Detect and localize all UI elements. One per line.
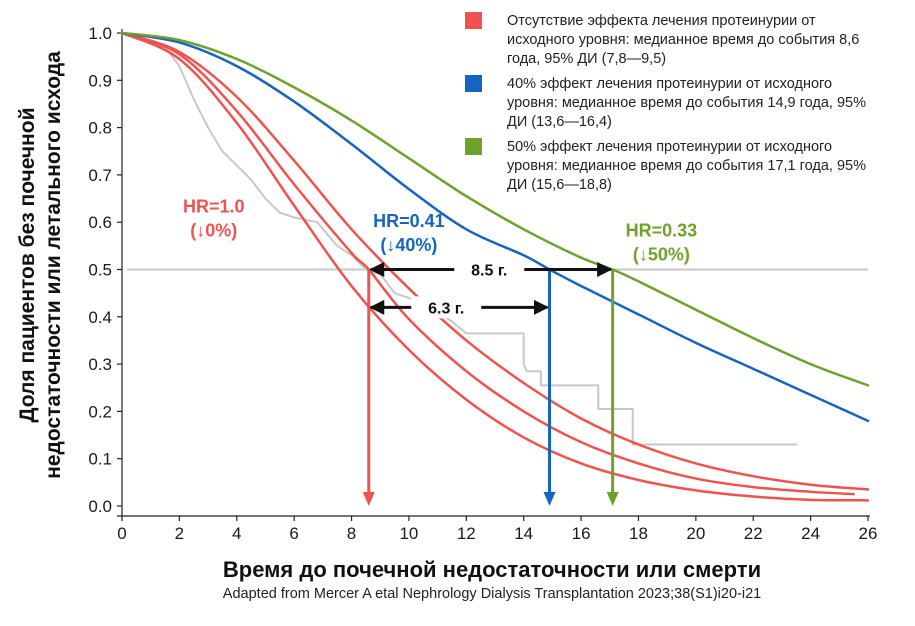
hr-label-2: HR=0.33	[626, 220, 698, 240]
legend-text-1-2: ДИ (13,6—16,4)	[507, 114, 612, 130]
series-line-5	[120, 31, 870, 387]
x-axis-title: Время до почечной недостаточности или см…	[223, 557, 761, 582]
x-tick-label: 4	[232, 524, 241, 543]
series-line-3	[120, 31, 870, 502]
x-tick-label: 8	[347, 524, 356, 543]
hr-reduction-label-0: (↓0%)	[190, 221, 237, 241]
median-markers	[362, 269, 619, 506]
x-tick-label: 24	[801, 524, 820, 543]
legend-text-2-2: ДИ (15,6—18,8)	[507, 177, 612, 193]
y-tick-label: 0.5	[88, 261, 112, 280]
y-tick-label: 0.3	[88, 355, 112, 374]
hr-label-0: HR=1.0	[183, 197, 245, 217]
y-axis-title: Доля пациентов без почечной недостаточно…	[16, 51, 65, 479]
y-axis-title-line-1: Доля пациентов без почечной	[16, 108, 39, 423]
x-tick-label: 0	[117, 524, 126, 543]
axes: 0.00.10.20.30.40.50.60.70.80.91.00 2 4 6 8 10…	[88, 24, 877, 543]
annotations: 8.5 г. 6.3 г. HR=1.0 (↓0%) HR=0.41 (↓40%) HR=0…	[183, 197, 697, 319]
x-tick-label: 16	[572, 524, 591, 543]
y-tick-label: 0.9	[88, 71, 112, 90]
y-tick-label: 0.4	[88, 308, 112, 327]
y-tick-label: 0.2	[88, 402, 112, 421]
legend-text-1-0: 40% эффект лечения протеинурии от исходн…	[507, 76, 832, 92]
legend: Отсутствие эффекта лечения протеинурии о…	[465, 12, 866, 193]
x-tick-label: 20	[686, 524, 705, 543]
legend-text-0-2: года, 95% ДИ (7,8—9,5)	[507, 51, 666, 67]
hr-reduction-label-1: (↓40%)	[380, 235, 437, 255]
x-tick-label: 2	[175, 524, 184, 543]
legend-text-2-0: 50% эффект лечения протеинурии от исходн…	[507, 139, 832, 155]
x-tick-label: 10	[399, 524, 418, 543]
series-line-2	[120, 31, 855, 496]
median-arrowhead-0	[362, 492, 375, 506]
x-tick-label: 12	[457, 524, 476, 543]
y-axis-title-line-2: недостаточности или летального исхода	[42, 51, 65, 479]
gap-label-bg-1	[411, 296, 482, 319]
legend-text-0-1: исходного уровня: медианное время до соб…	[507, 32, 859, 48]
legend-swatch-1	[465, 75, 482, 92]
x-tick-label: 14	[514, 524, 533, 543]
x-tick-label: 26	[859, 524, 878, 543]
series-layer	[120, 31, 870, 502]
y-tick-label: 0.0	[88, 497, 112, 516]
legend-swatch-0	[465, 12, 482, 29]
series-line-1	[120, 31, 870, 491]
source-citation: Adapted from Mercer A etal Nephrology Di…	[223, 586, 761, 602]
legend-swatch-2	[465, 138, 482, 155]
median-arrowhead-1	[543, 492, 556, 506]
legend-text-0-0: Отсутствие эффекта лечения протеинурии о…	[507, 13, 816, 29]
legend-text-1-1: уровня: медианное время до события 14,9 …	[507, 95, 866, 111]
x-tick-label: 22	[744, 524, 763, 543]
y-tick-label: 0.6	[88, 213, 112, 232]
median-arrowhead-2	[606, 492, 619, 506]
gap-label-1: 6.3 г.	[428, 300, 464, 317]
legend-text-2-1: уровня: медианное время до события 17,1 …	[507, 158, 866, 174]
y-tick-label: 0.8	[88, 119, 112, 138]
gap-label-bg-0	[454, 258, 525, 281]
gap-label-0: 8.5 г.	[471, 263, 507, 280]
hr-label-1: HR=0.41	[373, 211, 445, 231]
series-line-4	[120, 31, 870, 423]
x-tick-label: 6	[289, 524, 298, 543]
y-tick-label: 0.7	[88, 166, 112, 185]
y-tick-label: 1.0	[88, 24, 112, 43]
x-tick-label: 18	[629, 524, 648, 543]
hr-reduction-label-2: (↓50%)	[633, 244, 690, 264]
y-tick-label: 0.1	[88, 450, 112, 469]
